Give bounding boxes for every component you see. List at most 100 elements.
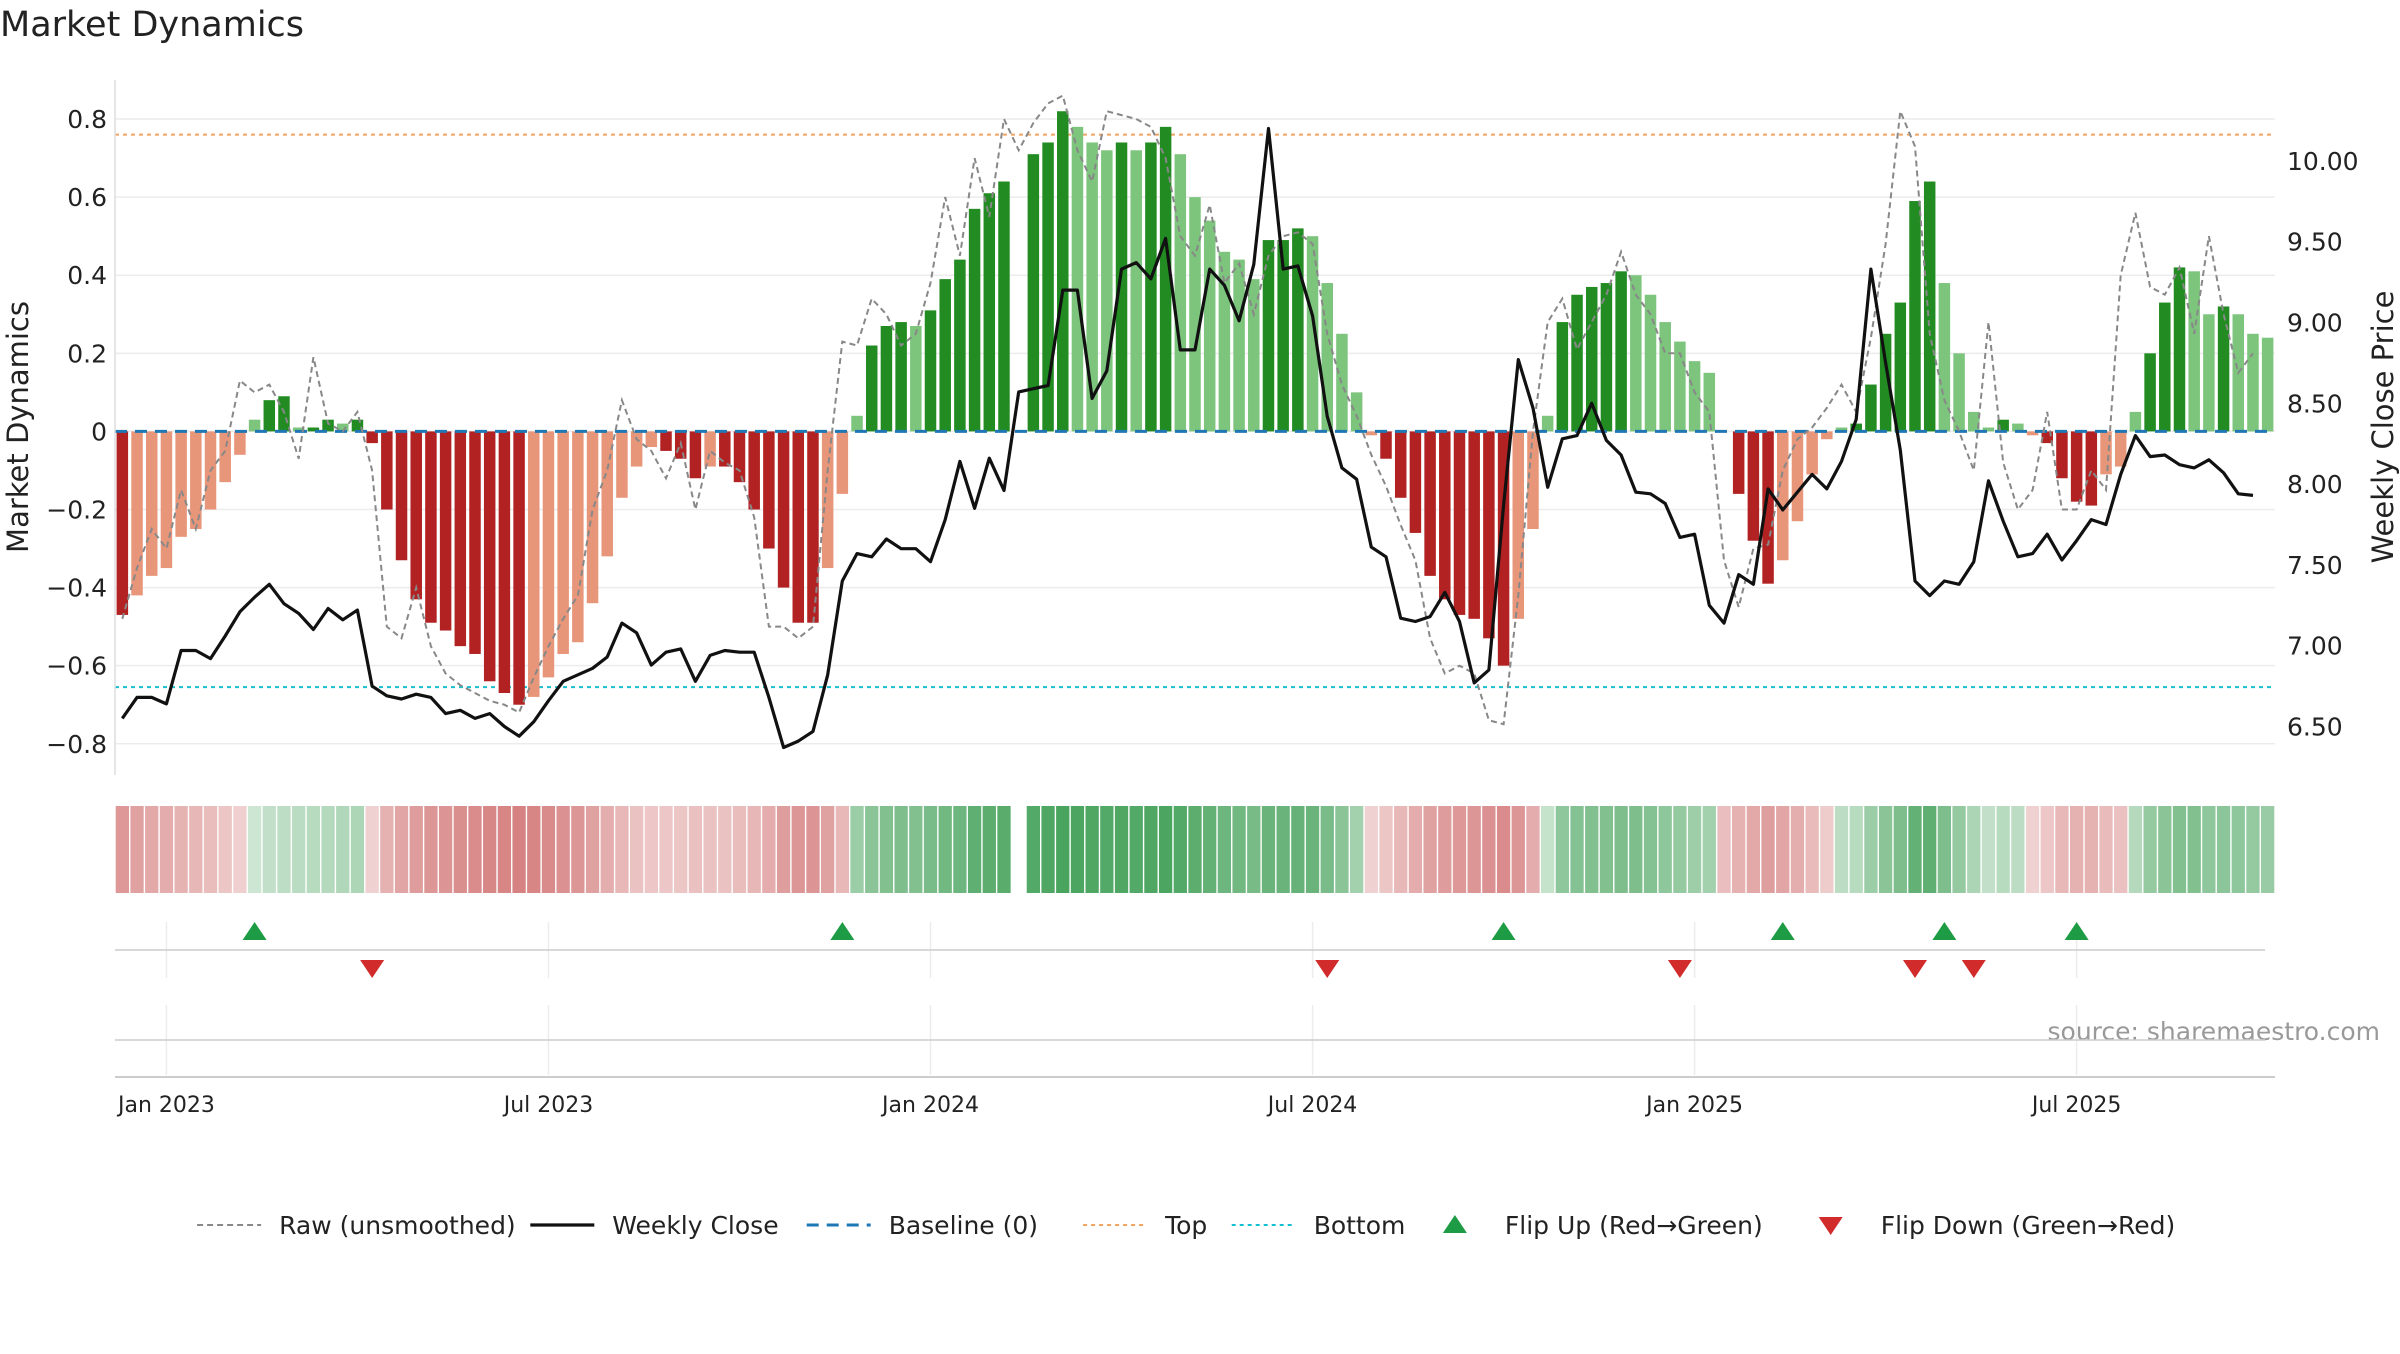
regime-cell bbox=[1614, 806, 1628, 893]
regime-cell bbox=[1923, 806, 1937, 893]
y-tick-label: −0.2 bbox=[46, 495, 107, 524]
regime-cell bbox=[2128, 806, 2143, 893]
regime-cell bbox=[1158, 806, 1173, 893]
flip-up-marker bbox=[2064, 922, 2089, 940]
regime-cell bbox=[1291, 806, 1305, 893]
regime-cell bbox=[2261, 806, 2275, 893]
bar-series bbox=[115, 111, 2275, 705]
bar bbox=[1101, 150, 1113, 432]
bar bbox=[1835, 427, 1848, 432]
regime-cell bbox=[1732, 806, 1746, 893]
regime-cell bbox=[718, 806, 732, 893]
regime-cell bbox=[571, 806, 585, 893]
regime-cell bbox=[821, 806, 835, 893]
regime-cell bbox=[1511, 806, 1525, 893]
regime-cell bbox=[2084, 806, 2098, 893]
flip-markers bbox=[242, 922, 2089, 978]
y2-tick-label: 9.50 bbox=[2287, 228, 2343, 257]
bar bbox=[880, 325, 893, 432]
regime-cell bbox=[850, 806, 864, 893]
bar bbox=[483, 431, 496, 682]
bar bbox=[1218, 251, 1231, 432]
regime-cell bbox=[865, 806, 879, 893]
regime-cell bbox=[703, 806, 717, 893]
bar bbox=[557, 431, 569, 654]
bar bbox=[322, 419, 334, 432]
regime-cell bbox=[1085, 806, 1099, 893]
y-tick-label: 0 bbox=[91, 417, 107, 446]
bar bbox=[777, 431, 790, 588]
regime-cell bbox=[2172, 806, 2187, 893]
y2-tick-label: 8.50 bbox=[2287, 389, 2343, 418]
regime-cell bbox=[380, 806, 394, 893]
legend-item: Top bbox=[1083, 1211, 1207, 1240]
bar bbox=[1571, 294, 1583, 432]
bar bbox=[2012, 423, 2024, 432]
bar bbox=[439, 431, 452, 631]
regime-cell bbox=[674, 806, 688, 893]
bar bbox=[1556, 322, 1569, 432]
regime-cell bbox=[2187, 806, 2201, 893]
regime-cell bbox=[1893, 806, 1907, 893]
regime-cell bbox=[1952, 806, 1966, 893]
bar bbox=[454, 431, 467, 647]
bar bbox=[1042, 142, 1054, 432]
bar bbox=[381, 431, 393, 510]
regime-cell bbox=[1173, 806, 1187, 893]
bar bbox=[1909, 201, 1921, 432]
close-line bbox=[120, 126, 2254, 750]
regime-cell bbox=[203, 806, 218, 893]
bar bbox=[366, 431, 378, 444]
bar bbox=[1350, 392, 1363, 432]
bar bbox=[1057, 111, 1069, 432]
legend-label: Top bbox=[1164, 1211, 1207, 1240]
regime-cell bbox=[1423, 806, 1437, 893]
y2-axis-label: Weekly Close Price bbox=[2366, 291, 2400, 564]
regime-cell bbox=[556, 806, 570, 893]
regime-cell bbox=[688, 806, 703, 893]
bar bbox=[1306, 236, 1319, 432]
regime-cell bbox=[218, 806, 232, 893]
bar bbox=[910, 325, 922, 432]
regime-cell bbox=[1438, 806, 1452, 893]
bar bbox=[865, 345, 878, 432]
reference-lines bbox=[115, 133, 2275, 689]
regime-cell bbox=[1320, 806, 1334, 893]
bar bbox=[292, 427, 305, 432]
regime-cell bbox=[1335, 806, 1349, 893]
regime-cell bbox=[438, 806, 453, 893]
raw-line bbox=[121, 94, 2254, 726]
bar bbox=[190, 431, 202, 530]
bar bbox=[689, 431, 702, 479]
regime-cell bbox=[1658, 806, 1672, 893]
flip-down-marker bbox=[1315, 960, 1340, 978]
regime-cell bbox=[791, 806, 805, 893]
regime-cell bbox=[2216, 806, 2231, 893]
y2-tick-label: 7.00 bbox=[2287, 632, 2343, 661]
regime-cell bbox=[2246, 806, 2260, 893]
regime-cell bbox=[527, 806, 541, 893]
regime-cell bbox=[174, 806, 188, 893]
regime-cell bbox=[497, 806, 512, 893]
bar bbox=[337, 423, 349, 432]
bar bbox=[1145, 142, 1157, 432]
regime-cell bbox=[953, 806, 967, 893]
regime-cell bbox=[1364, 806, 1378, 893]
regime-cell bbox=[1482, 806, 1496, 893]
y2-tick-label: 9.00 bbox=[2287, 308, 2343, 337]
flip-up-marker bbox=[830, 922, 855, 940]
y-tick-label: −0.4 bbox=[46, 574, 107, 603]
bar bbox=[792, 431, 805, 623]
y-tick-label: −0.6 bbox=[46, 652, 107, 681]
bar bbox=[924, 310, 937, 432]
x-tick-label: Jan 2024 bbox=[880, 1093, 979, 1118]
bar bbox=[1615, 271, 1627, 432]
source-text: source: sharemaestro.com bbox=[2048, 1017, 2381, 1046]
regime-cell bbox=[997, 806, 1011, 893]
bar bbox=[1982, 427, 1995, 432]
bar bbox=[1777, 431, 1789, 561]
bar bbox=[630, 431, 643, 467]
bar bbox=[895, 322, 907, 432]
regime-band bbox=[115, 806, 2275, 893]
